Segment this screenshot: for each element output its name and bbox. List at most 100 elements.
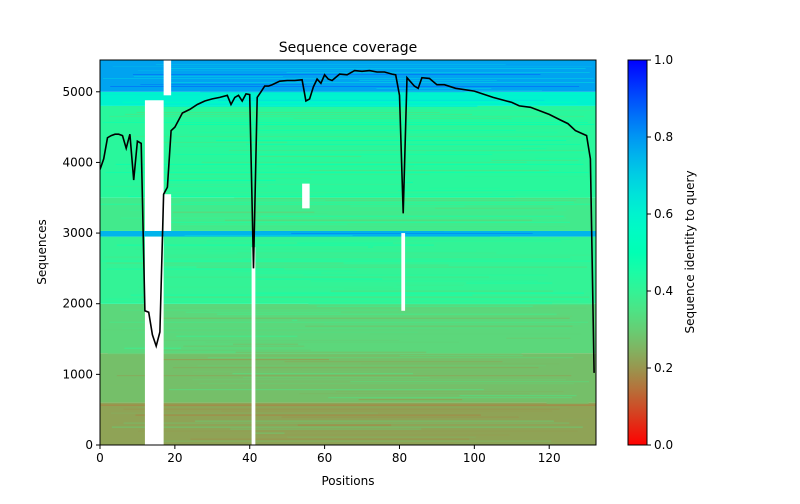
sequence-streak: [103, 256, 571, 258]
sequence-streak: [141, 296, 590, 298]
sequence-streak: [233, 343, 299, 345]
colorbar-fill: [628, 60, 647, 445]
sequence-streak: [135, 414, 481, 416]
sequence-streak: [224, 219, 533, 221]
sequence-streak: [291, 232, 533, 234]
sequence-streak: [221, 410, 553, 412]
sequence-streak: [155, 64, 506, 65]
sequence-streak: [466, 282, 553, 284]
sequence-streak: [260, 230, 444, 232]
y-tick-label: 3000: [62, 226, 93, 240]
sequence-streak: [133, 76, 283, 77]
sequence-streak: [252, 272, 322, 274]
sequence-streak: [143, 339, 400, 341]
x-tick-label: 100: [463, 451, 486, 465]
coverage-gap: [163, 60, 172, 96]
sequence-streak: [100, 404, 596, 406]
sequence-streak: [249, 434, 510, 436]
sequence-streak: [359, 80, 497, 81]
sequence-streak: [132, 74, 541, 75]
x-tick-label: 80: [392, 451, 407, 465]
sequence-streak: [185, 311, 341, 313]
coverage-gap: [163, 194, 172, 231]
sequence-streak: [546, 402, 589, 404]
sequence-streak: [286, 72, 590, 73]
sequence-streak: [156, 317, 570, 319]
sequence-streak: [124, 113, 473, 115]
colorbar-tick-label: 0.2: [654, 361, 673, 375]
sequence-streak: [168, 389, 484, 391]
sequence-streak: [110, 86, 580, 87]
sequence-streak: [195, 420, 554, 422]
identity-band: [100, 236, 596, 304]
y-axis-label: Sequences: [35, 219, 49, 284]
x-tick-label: 40: [242, 451, 257, 465]
sequence-streak: [180, 201, 574, 203]
sequence-streak: [163, 236, 501, 238]
sequence-streak: [256, 278, 383, 280]
sequence-streak: [201, 161, 527, 163]
sequence-streak: [252, 292, 584, 294]
sequence-streak: [178, 123, 595, 125]
colorbar-tick-label: 0.8: [654, 130, 673, 144]
y-tick-label: 5000: [62, 85, 93, 99]
sequence-streak: [136, 111, 440, 113]
sequence-streak: [137, 406, 567, 408]
sequence-streak: [301, 369, 483, 371]
y-tick-label: 2000: [62, 297, 93, 311]
sequence-streak: [305, 325, 573, 327]
sequence-streak: [161, 349, 311, 351]
sequence-streak: [197, 365, 547, 367]
sequence-streak: [358, 399, 463, 401]
sequence-streak: [237, 252, 497, 254]
x-tick-label: 0: [96, 451, 104, 465]
sequence-streak: [102, 78, 594, 79]
sequence-streak: [243, 377, 430, 379]
sequence-streak: [173, 153, 493, 155]
sequence-streak: [520, 147, 547, 149]
sequence-streak: [234, 197, 589, 199]
sequence-streak: [323, 323, 581, 325]
sequence-streak: [299, 393, 530, 395]
sequence-streak: [293, 117, 512, 119]
sequence-streak: [287, 436, 476, 438]
y-tick-label: 0: [85, 438, 93, 452]
sequence-streak: [101, 260, 594, 262]
sequence-streak: [206, 250, 477, 252]
sequence-streak: [235, 351, 427, 353]
sequence-streak: [172, 225, 566, 227]
sequence-streak: [104, 185, 268, 187]
coverage-gap: [251, 247, 256, 445]
sequence-streak: [128, 195, 516, 197]
sequence-streak: [350, 205, 465, 207]
sequence-streak: [116, 244, 434, 246]
sequence-streak: [284, 361, 503, 363]
sequence-streak: [369, 333, 582, 335]
sequence-streak: [425, 151, 588, 153]
sequence-streak: [194, 103, 241, 105]
sequence-streak: [254, 432, 285, 434]
coverage-gap: [144, 100, 164, 231]
x-tick-label: 120: [538, 451, 561, 465]
sequence-streak: [303, 274, 548, 276]
sequence-streak: [123, 408, 560, 410]
sequence-streak: [142, 264, 449, 266]
sequence-streak: [199, 383, 575, 385]
sequence-streak: [217, 99, 545, 101]
sequence-streak: [360, 363, 560, 365]
sequence-streak: [183, 345, 305, 347]
sequence-streak: [343, 288, 405, 290]
sequence-streak: [316, 305, 533, 307]
sequence-streak: [115, 163, 584, 165]
sequence-streak: [157, 359, 329, 361]
colorbar-tick-label: 1.0: [654, 53, 673, 67]
sequence-streak: [179, 223, 348, 225]
sequence-streak: [109, 115, 585, 117]
sequence-streak: [309, 169, 550, 171]
sequence-streak: [143, 307, 587, 309]
sequence-streak: [116, 135, 585, 137]
sequence-streak: [454, 442, 555, 444]
sequence-streak: [121, 327, 572, 329]
sequence-streak: [247, 97, 260, 99]
x-axis-label: Positions: [322, 474, 375, 488]
